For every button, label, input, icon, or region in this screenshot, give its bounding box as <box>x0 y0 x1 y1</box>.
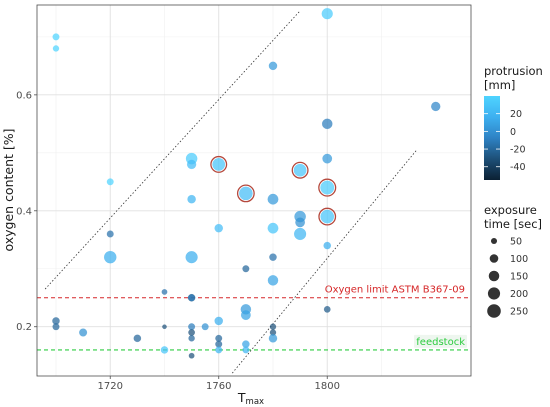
data-point <box>162 324 167 330</box>
data-point <box>321 118 333 130</box>
diagonal-guide-line <box>44 10 301 290</box>
data-point <box>187 194 196 204</box>
data-point <box>295 217 306 228</box>
size-legend-dot <box>487 287 501 300</box>
size-legend: exposure time [sec] 50 100 150 200 250 <box>484 203 542 318</box>
grid <box>37 5 471 376</box>
data-point <box>160 346 169 354</box>
data-point <box>320 209 335 224</box>
color-bar-tick-label: -40 <box>510 162 526 173</box>
data-point <box>79 328 88 337</box>
data-points <box>52 8 441 359</box>
y-tick-label: 0.6 <box>16 90 32 101</box>
x-tick-label: 1800 <box>315 381 340 392</box>
data-point <box>52 323 60 331</box>
size-legend-label: 150 <box>510 272 528 283</box>
color-bar-tick-label: 0 <box>510 127 516 138</box>
size-legend-dot <box>489 254 499 263</box>
size-legend-label: 200 <box>510 289 528 300</box>
y-tick-label: 0.2 <box>16 322 32 333</box>
y-tick-label: 0.4 <box>16 206 32 217</box>
data-point <box>242 265 250 273</box>
data-point <box>320 180 335 195</box>
color-legend-title-line2: [mm] <box>484 78 515 92</box>
data-point <box>133 334 142 343</box>
data-point <box>293 227 307 241</box>
data-point-ring <box>318 178 337 197</box>
data-point <box>242 346 250 354</box>
data-point <box>323 241 332 250</box>
data-point <box>188 294 196 302</box>
data-point-ring <box>318 207 337 226</box>
size-legend-dot <box>490 237 498 245</box>
size-legend-title-line2: time [sec] <box>484 217 542 231</box>
data-point <box>201 323 209 331</box>
data-point <box>267 193 279 205</box>
data-point <box>106 230 114 238</box>
color-bar-ticks: 20 0 -20 -40 <box>484 109 526 173</box>
color-legend: protrusion [mm] 20 0 -20 -40 <box>484 64 543 180</box>
data-point <box>268 61 278 71</box>
y-axis-title: oxygen content [%] <box>1 128 16 251</box>
data-point <box>186 159 197 170</box>
data-point <box>103 250 117 264</box>
x-axis-title-main: T <box>237 390 246 405</box>
data-point-ring <box>210 155 228 173</box>
data-point <box>322 153 333 164</box>
size-legend-items: 50 100 150 200 250 <box>487 237 528 318</box>
plot-panel-border <box>36 4 472 377</box>
data-point <box>238 186 253 201</box>
data-point <box>161 288 168 295</box>
reference-line-label: Oxygen limit ASTM B367-09 <box>325 285 465 296</box>
data-point <box>323 305 331 313</box>
reference-lines: Oxygen limit ASTM B367-09 feedstock <box>37 285 471 351</box>
data-point <box>214 316 224 326</box>
data-point <box>188 323 196 331</box>
data-point <box>52 33 60 41</box>
color-bar-tick-label: -20 <box>510 145 526 156</box>
data-point <box>267 222 279 234</box>
color-legend-title-line1: protrusion <box>484 64 543 78</box>
data-point-ring <box>291 161 309 179</box>
color-bar-tick-label: 20 <box>510 109 522 120</box>
data-point <box>188 329 196 336</box>
diagonal-guide-line <box>231 149 418 374</box>
data-point <box>269 253 277 262</box>
data-point-ring <box>236 184 255 203</box>
data-point <box>267 275 279 286</box>
data-point <box>430 101 441 112</box>
size-legend-dot <box>488 270 500 282</box>
data-point <box>215 346 223 354</box>
data-point <box>185 250 198 264</box>
data-point <box>321 8 333 20</box>
x-axis-title: Tmax <box>237 390 264 407</box>
data-point <box>240 310 251 321</box>
x-tick-label: 1760 <box>206 381 231 392</box>
size-legend-dot <box>487 304 501 318</box>
size-legend-label: 100 <box>510 254 528 265</box>
x-tick-label: 1720 <box>98 381 123 392</box>
color-bar <box>484 96 500 180</box>
size-legend-label: 50 <box>510 237 522 248</box>
size-legend-label: 250 <box>510 307 528 318</box>
size-legend-title-line1: exposure <box>484 203 537 217</box>
data-point <box>106 178 114 186</box>
data-point <box>293 163 307 177</box>
data-point <box>269 323 277 331</box>
x-axis-ticks: 1720 1760 1800 <box>98 376 340 392</box>
diagonal-lines <box>44 10 418 374</box>
y-axis-ticks: 0.2 0.4 0.6 <box>16 90 37 333</box>
data-point <box>214 223 224 233</box>
x-axis-title-subscript: max <box>246 397 265 407</box>
data-point <box>52 45 60 52</box>
data-point <box>268 333 278 343</box>
data-point <box>188 352 195 359</box>
reference-label-background <box>414 334 467 348</box>
reference-line-label: feedstock <box>416 337 465 348</box>
data-point <box>188 335 195 342</box>
data-point <box>212 157 226 171</box>
